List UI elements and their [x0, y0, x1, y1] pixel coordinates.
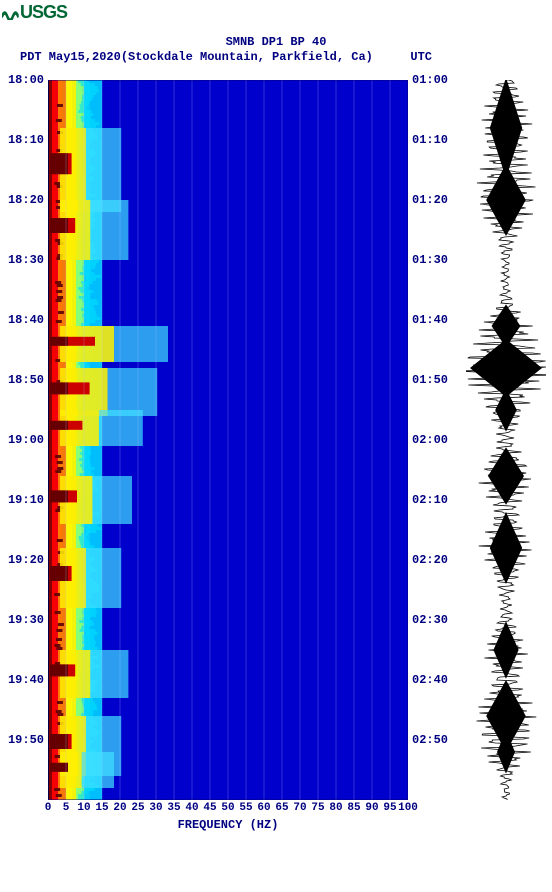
y-tick-left: 18:40 [8, 313, 44, 327]
x-tick: 35 [167, 802, 180, 814]
usgs-logo: USGS [2, 2, 67, 23]
y-tick-right: 01:20 [412, 193, 448, 207]
x-tick: 15 [95, 802, 108, 814]
x-tick: 85 [347, 802, 360, 814]
x-tick: 20 [113, 802, 126, 814]
y-tick-left: 18:00 [8, 73, 44, 87]
x-tick: 0 [45, 802, 52, 814]
y-tick-left: 19:40 [8, 673, 44, 687]
y-tick-right: 02:10 [412, 493, 448, 507]
y-tick-left: 18:30 [8, 253, 44, 267]
x-tick: 100 [398, 802, 418, 814]
x-axis-title: FREQUENCY (HZ) [48, 818, 408, 832]
y-tick-right: 01:10 [412, 133, 448, 147]
x-tick: 30 [149, 802, 162, 814]
chart-title: SMNB DP1 BP 40 [0, 35, 552, 49]
spectrogram-plot [48, 80, 408, 800]
y-tick-right: 02:20 [412, 553, 448, 567]
y-tick-right: 01:00 [412, 73, 448, 87]
x-tick: 70 [293, 802, 306, 814]
y-tick-right: 01:40 [412, 313, 448, 327]
chart-subtitle: PDT May15,2020(Stockdale Mountain, Parkf… [20, 50, 373, 64]
y-axis-left-labels: 18:0018:1018:2018:3018:4018:5019:0019:10… [0, 80, 46, 800]
y-tick-left: 19:00 [8, 433, 44, 447]
y-tick-left: 18:20 [8, 193, 44, 207]
y-tick-right: 02:00 [412, 433, 448, 447]
x-tick: 55 [239, 802, 252, 814]
y-axis-right-labels: 01:0001:1001:2001:3001:4001:5002:0002:10… [410, 80, 456, 800]
waveform-plot [466, 80, 546, 800]
y-tick-left: 18:50 [8, 373, 44, 387]
y-tick-left: 19:10 [8, 493, 44, 507]
y-tick-right: 02:30 [412, 613, 448, 627]
logo-text: USGS [20, 2, 67, 22]
y-tick-right: 01:50 [412, 373, 448, 387]
x-tick: 65 [275, 802, 288, 814]
x-tick: 90 [365, 802, 378, 814]
y-tick-left: 18:10 [8, 133, 44, 147]
x-tick: 45 [203, 802, 216, 814]
x-tick: 25 [131, 802, 144, 814]
x-tick: 95 [383, 802, 396, 814]
y-tick-left: 19:20 [8, 553, 44, 567]
y-tick-right: 02:50 [412, 733, 448, 747]
x-tick: 10 [77, 802, 90, 814]
y-tick-left: 19:30 [8, 613, 44, 627]
x-tick: 50 [221, 802, 234, 814]
y-tick-right: 01:30 [412, 253, 448, 267]
y-tick-right: 02:40 [412, 673, 448, 687]
x-tick: 5 [63, 802, 70, 814]
timezone-right: UTC [410, 50, 432, 64]
y-tick-left: 19:50 [8, 733, 44, 747]
x-tick: 75 [311, 802, 324, 814]
x-tick: 60 [257, 802, 270, 814]
x-tick: 40 [185, 802, 198, 814]
x-tick: 80 [329, 802, 342, 814]
